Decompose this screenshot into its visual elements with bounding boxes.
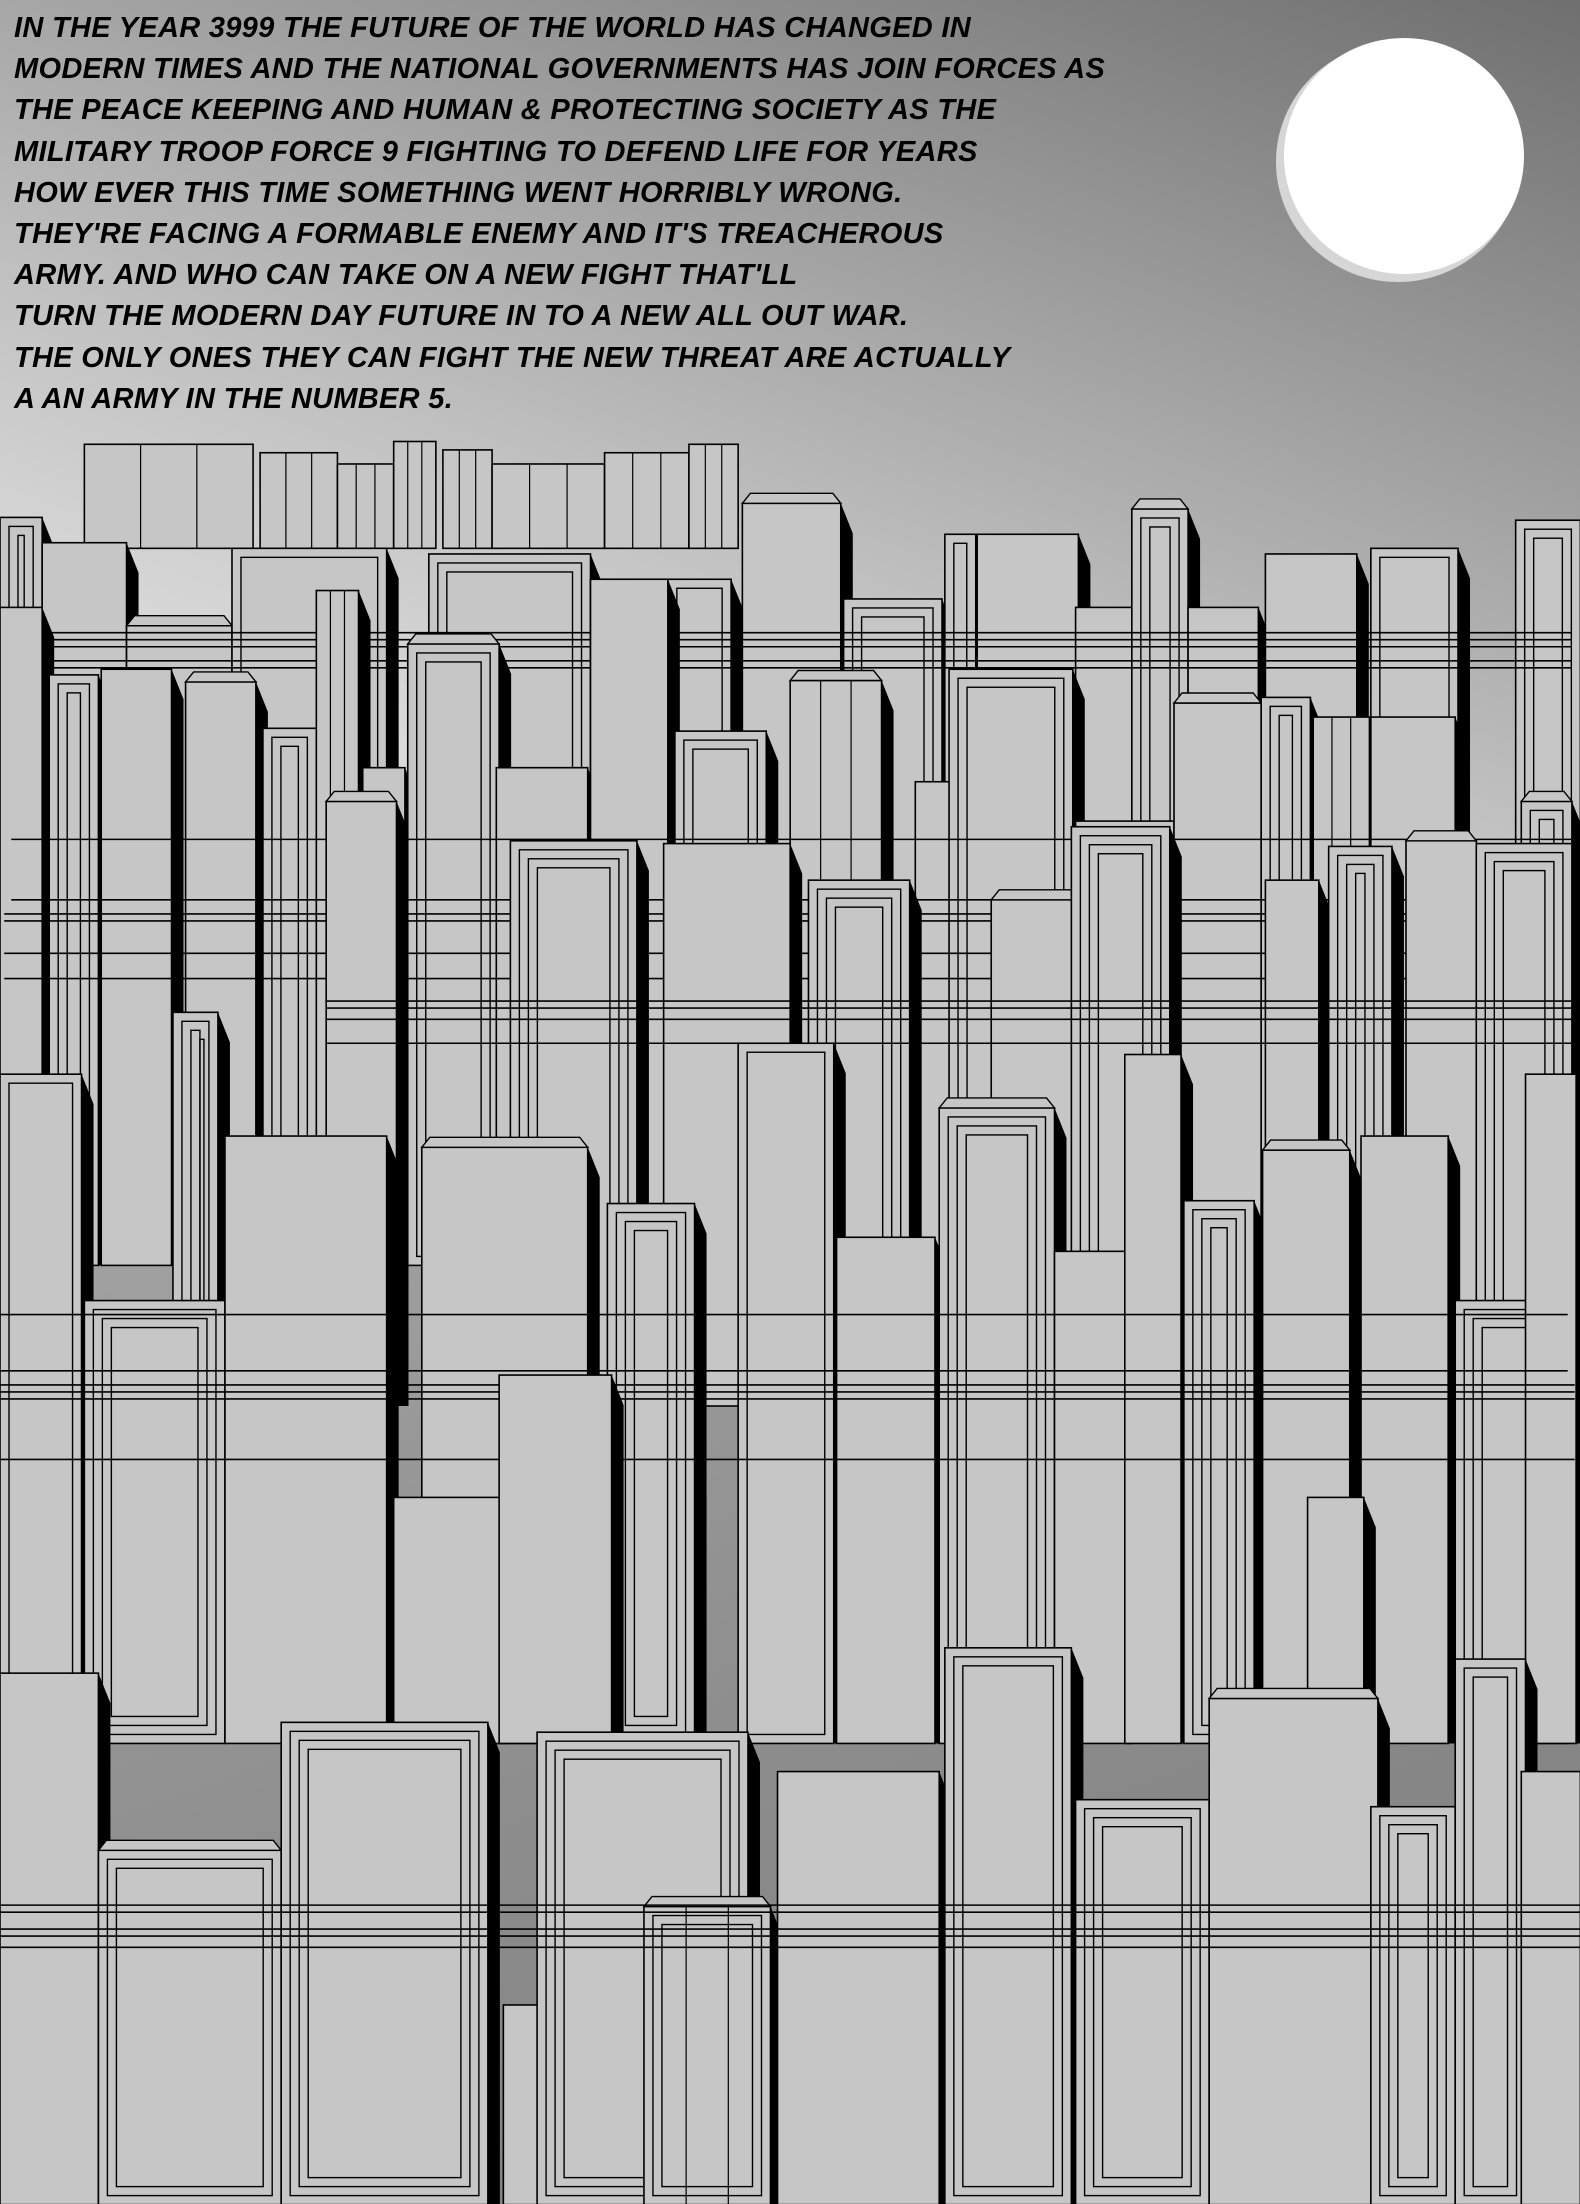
building [100,668,173,1267]
building-roof [1207,1687,1380,1700]
building [1524,1073,1577,1745]
story-line: THEY'RE FACING A FORMABLE ENEMY AND IT'S… [14,218,944,251]
building-shadow [694,1203,707,1744]
building [491,463,606,550]
building [392,440,437,550]
story-line: ARMY. AND WHO CAN TAKE ON A NEW FIGHT TH… [14,259,798,292]
story-line: MODERN TIMES AND THE NATIONAL GOVERNMENT… [14,53,1106,86]
story-line: IN THE YEAR 3999 THE FUTURE OF THE WORLD… [14,12,971,44]
building [1183,1199,1255,1745]
building-shadow [396,801,409,1406]
building-roof [1261,1139,1352,1151]
building [737,1042,835,1745]
building [643,1905,772,2204]
building-roof [788,669,884,682]
building [336,463,395,550]
building [498,1374,613,1745]
building-panel [110,1326,199,1718]
building [97,1849,282,2204]
building [1074,1798,1210,2204]
building-roof [989,889,1085,901]
story-caption: IN THE YEAR 3999 THE FUTURE OF THE WORLD… [14,8,1105,420]
building-panel [1101,1825,1183,2179]
building-panel [953,1656,1064,2197]
building [938,1107,1056,1745]
building [1208,1697,1379,2204]
building-panel [1463,1667,1518,2197]
building [83,443,254,550]
building-roof [740,492,843,505]
building-panel [106,1858,273,2197]
building-panel [92,1308,217,1736]
building-roof [1519,790,1574,803]
building [688,443,739,550]
story-line: A AN ARMY IN THE NUMBER 5. [14,382,454,415]
building-panel [962,1665,1055,2188]
building-panel [661,1923,754,2188]
building-shadow [1363,1497,1376,1744]
building-panel [633,1229,669,1718]
building [603,451,690,550]
building-panel [307,1748,462,2179]
building [392,1496,507,1745]
building-panel [1397,1833,1429,2179]
building-roof [96,1839,283,1851]
building-roof [406,633,501,645]
building [0,1672,100,2204]
building-panel [1083,1807,1201,2197]
building-panel [289,1730,480,2197]
building [1454,1658,1527,2204]
building [259,451,339,550]
building [83,1299,226,1745]
building-roof [184,671,258,683]
building [1370,1805,1457,2204]
building-panel [1379,1815,1447,2197]
building-panel [1472,1676,1509,2188]
story-line: TURN THE MODERN DAY FUTURE IN TO A NEW A… [14,300,909,333]
story-line: HOW EVER THIS TIME SOMETHING WENT HORRIB… [14,176,903,209]
building-panel [1092,1816,1192,2188]
building-panel [115,1867,264,2188]
building-panel [1388,1824,1438,2188]
building [442,449,493,550]
building [835,1236,936,1745]
building-panel [746,1051,826,1736]
building-shadow [1576,1074,1580,1744]
building-roof [420,1136,590,1148]
story-line: THE PEACE KEEPING AND HUMAN & PROTECTING… [14,94,997,127]
building-roof [1404,830,1478,842]
building [0,1073,83,1745]
building-roof [1130,498,1190,510]
building [776,1770,941,2204]
building-shadow [487,1722,500,2204]
building [1520,1770,1580,2204]
building-roof [1172,692,1263,704]
building [224,1135,388,1745]
building-roof [324,790,398,803]
building-panel [652,1914,763,2197]
building [280,1721,489,2204]
building-panel [101,1317,208,1727]
building-shadow [611,1375,624,1744]
story-line: MILITARY TROOP FORCE 9 FIGHTING TO DEFEN… [14,135,978,168]
building-panel [624,1220,678,1727]
building-roof [125,614,234,627]
moon [1284,38,1524,274]
building [944,1647,1073,2204]
building-panel [298,1739,471,2188]
story-line: THE ONLY ONES THEY CAN FIGHT THE NEW THR… [14,341,1011,374]
building-roof [937,1097,1056,1109]
